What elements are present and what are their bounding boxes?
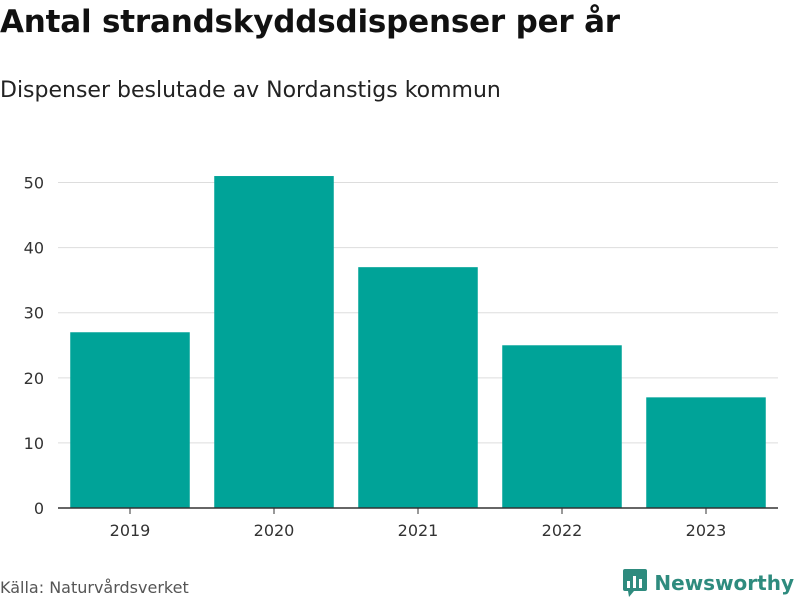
- y-tick-label: 10: [24, 434, 44, 453]
- bar-2022: [502, 345, 622, 508]
- bar-2020: [214, 176, 334, 508]
- bar-2021: [358, 267, 478, 508]
- source-note: Källa: Naturvårdsverket: [0, 578, 189, 597]
- bars: [70, 176, 766, 508]
- bar-2019: [70, 332, 190, 508]
- y-axis-ticks: 0 10 20 30 40 50: [24, 174, 44, 518]
- brand-name: Newsworthy: [654, 571, 794, 595]
- x-tick-label: 2022: [542, 521, 583, 540]
- y-tick-label: 0: [34, 499, 44, 518]
- x-tick-label: 2023: [686, 521, 727, 540]
- chart-subtitle: Dispenser beslutade av Nordanstigs kommu…: [0, 78, 501, 103]
- x-tick-label: 2019: [110, 521, 151, 540]
- bar-2023: [646, 397, 766, 508]
- y-tick-label: 50: [24, 174, 44, 193]
- y-tick-label: 30: [24, 304, 44, 323]
- brand-logo: Newsworthy: [622, 568, 794, 598]
- bar-chart-speech-bubble-icon: [623, 569, 648, 597]
- y-tick-label: 20: [24, 369, 44, 388]
- x-axis-ticks: 2019 2020 2021 2022 2023: [110, 508, 727, 540]
- x-tick-label: 2021: [398, 521, 439, 540]
- chart-title: Antal strandskyddsdispenser per år: [0, 4, 620, 40]
- y-tick-label: 40: [24, 239, 44, 258]
- x-tick-label: 2020: [254, 521, 295, 540]
